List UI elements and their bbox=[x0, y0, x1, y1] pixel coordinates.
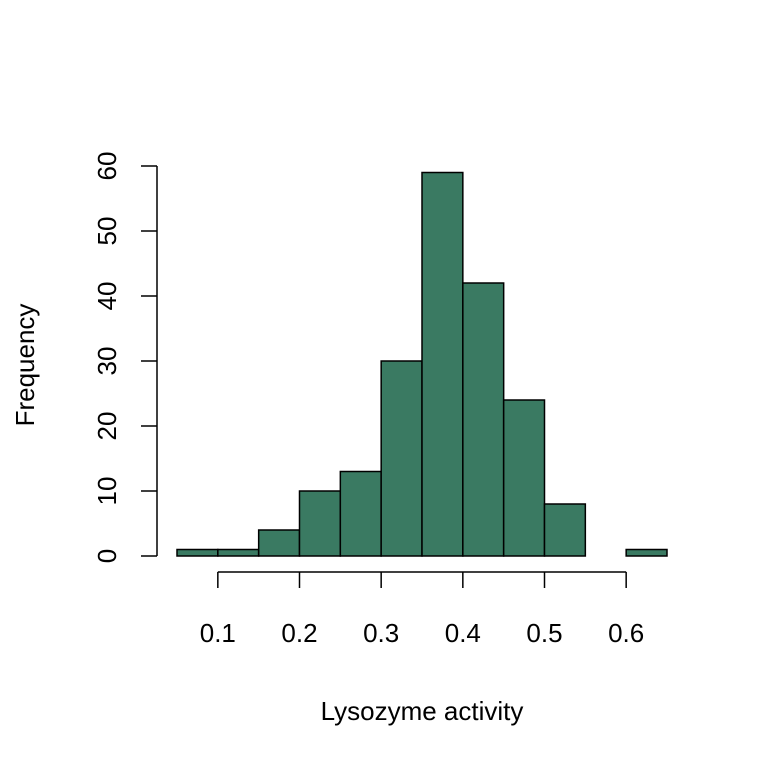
y-axis: 0 10 20 30 40 50 60 bbox=[92, 152, 158, 563]
y-tick-label: 30 bbox=[92, 347, 122, 376]
x-axis-title: Lysozyme activity bbox=[321, 696, 524, 726]
y-axis-title: Frequency bbox=[10, 304, 40, 427]
y-tick-label: 0 bbox=[92, 549, 122, 563]
bars-group bbox=[176, 171, 668, 557]
x-tick-label: 0.3 bbox=[363, 618, 399, 648]
histogram-bar bbox=[462, 282, 505, 557]
y-tick-label: 60 bbox=[92, 152, 122, 181]
histogram-bar bbox=[298, 490, 342, 557]
x-tick-label: 0.2 bbox=[281, 618, 317, 648]
y-ticks: 0 10 20 30 40 50 60 bbox=[92, 152, 157, 563]
histogram-bar bbox=[625, 548, 668, 557]
x-tick-label: 0.1 bbox=[200, 618, 236, 648]
x-axis: 0.1 0.2 0.3 0.4 0.5 0.6 bbox=[200, 571, 644, 648]
y-tick-label: 20 bbox=[92, 412, 122, 441]
histogram-bar bbox=[176, 548, 219, 557]
y-tick-label: 10 bbox=[92, 477, 122, 506]
histogram-bar bbox=[502, 399, 546, 557]
histogram-bar bbox=[339, 470, 382, 557]
histogram-bar bbox=[257, 529, 301, 557]
y-tick-label: 50 bbox=[92, 217, 122, 246]
x-tick-label: 0.5 bbox=[526, 618, 562, 648]
x-tick-label: 0.4 bbox=[445, 618, 481, 648]
histogram-bar bbox=[543, 503, 587, 557]
x-tick-label: 0.6 bbox=[608, 618, 644, 648]
histogram-bar bbox=[421, 171, 464, 557]
histogram-bar bbox=[217, 548, 260, 557]
y-tick-label: 40 bbox=[92, 282, 122, 311]
histogram-bar bbox=[380, 360, 423, 557]
x-ticks: 0.1 0.2 0.3 0.4 0.5 0.6 bbox=[200, 572, 644, 648]
